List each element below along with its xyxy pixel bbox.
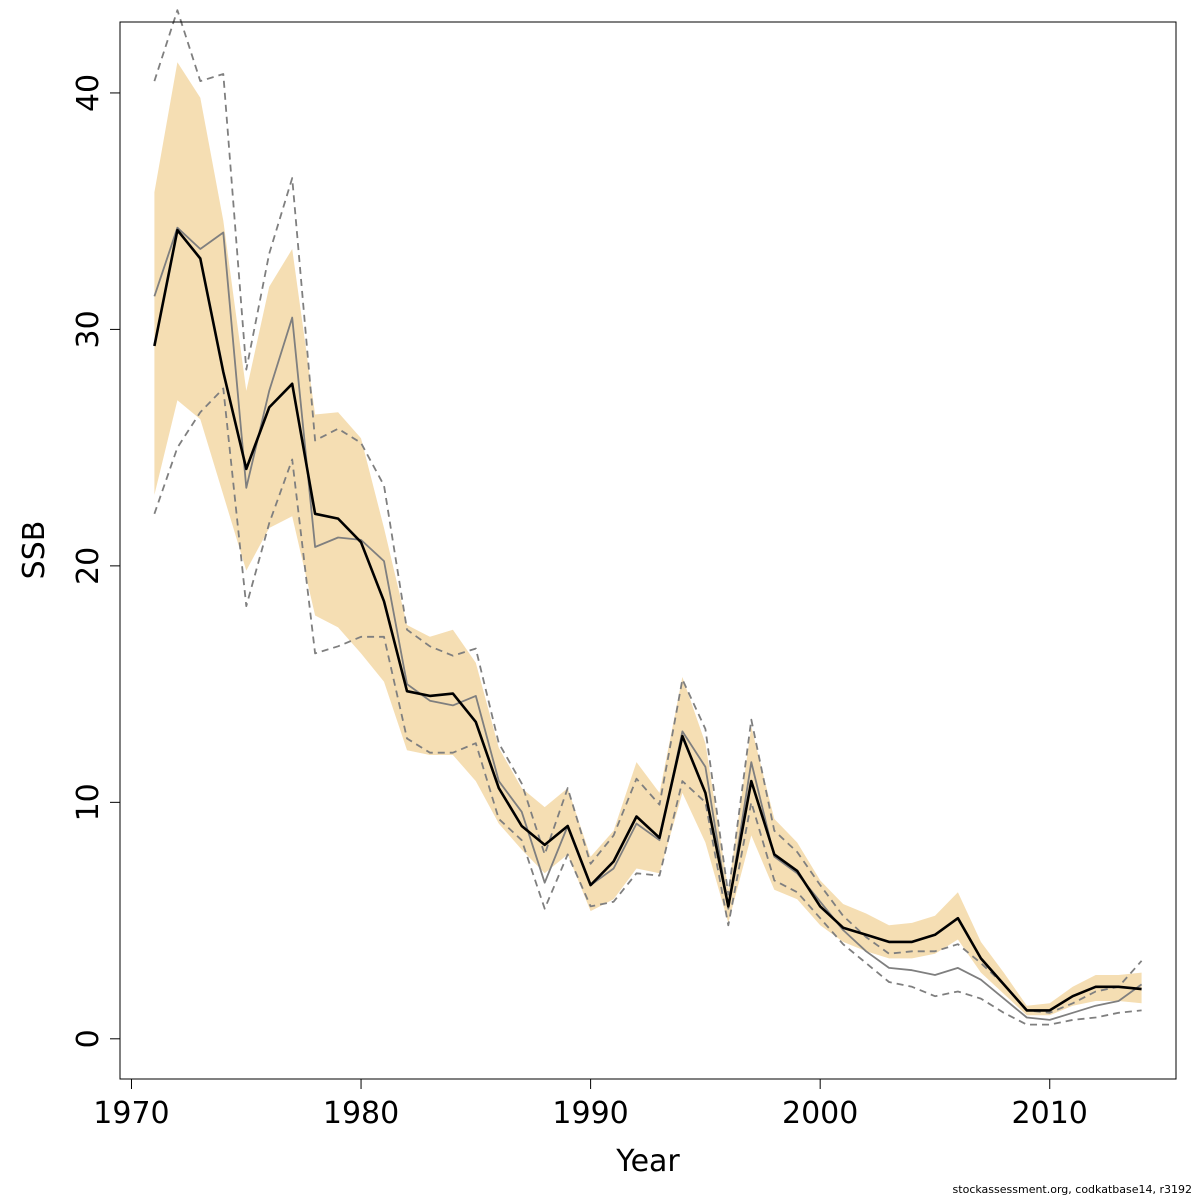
- x-axis-title: Year: [615, 1144, 680, 1179]
- plot-frame: [119, 21, 1177, 1080]
- x-tick-label: 2010: [1012, 1096, 1088, 1131]
- comparison-lower-line: [153, 387, 1142, 1026]
- y-tick-label: 20: [71, 547, 106, 585]
- footer-note: stockassessment.org, codkatbase14, r3192: [952, 1183, 1192, 1196]
- y-tick-label: 0: [71, 1029, 106, 1048]
- comparison-upper-line: [153, 9, 1143, 1014]
- estimate-line: [153, 228, 1142, 1012]
- x-tick-label: 2000: [782, 1096, 858, 1131]
- x-tick-label: 1990: [552, 1096, 628, 1131]
- comparison-line: [153, 226, 1143, 1021]
- y-axis-title: SSB: [17, 521, 52, 580]
- confidence-band-layer: [154, 62, 1142, 1016]
- y-tick-label: 40: [71, 74, 106, 112]
- series-lines-layer: [153, 9, 1143, 1026]
- y-tick-label: 10: [71, 783, 106, 821]
- x-axis: 1970 1980 1990 2000 2010: [93, 1078, 1088, 1131]
- x-tick-label: 1980: [323, 1096, 399, 1131]
- confidence-band: [154, 62, 1142, 1016]
- y-tick-label: 30: [71, 310, 106, 348]
- x-tick-label: 1970: [93, 1096, 169, 1131]
- y-axis: 0 10 20 30 40: [71, 74, 121, 1048]
